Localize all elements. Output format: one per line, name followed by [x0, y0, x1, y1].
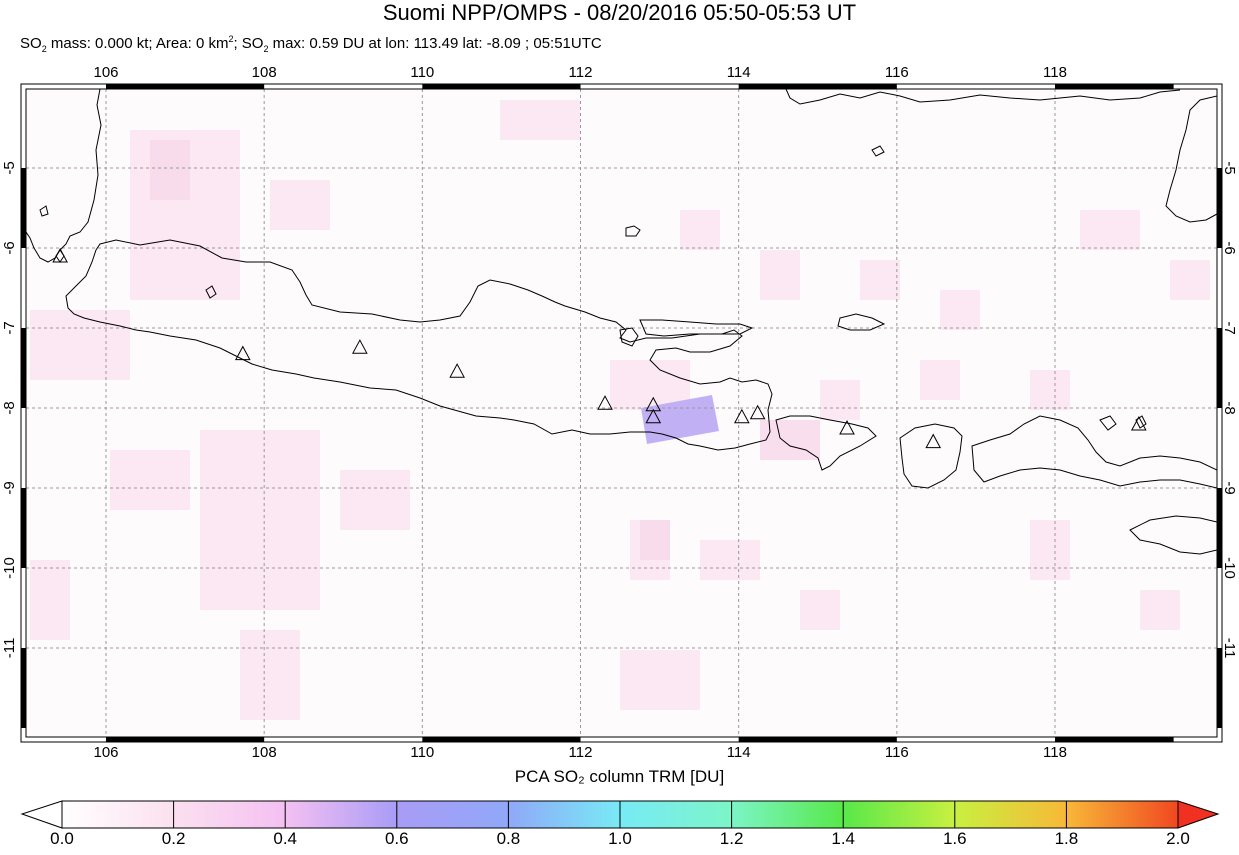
map-frame-bars — [20, 83, 1223, 743]
lat-label-right: -10 — [1221, 557, 1238, 579]
lon-label-top: 108 — [252, 64, 277, 81]
frame-bar-bottom — [106, 737, 265, 742]
frame-bar-top — [738, 84, 897, 89]
lon-label-bottom: 116 — [885, 744, 909, 761]
lon-label-top: 118 — [1043, 64, 1067, 81]
volcano-marker — [1130, 415, 1147, 431]
lon-label-top: 106 — [93, 64, 118, 81]
grid-lines — [26, 89, 1217, 737]
lon-label-top: 116 — [885, 64, 909, 81]
frame-bar-left — [21, 488, 26, 568]
lon-label-bottom: 114 — [727, 744, 751, 761]
frame-bar-left — [21, 328, 26, 408]
lat-label-right: -11 — [1221, 638, 1238, 659]
lon-labels-bottom: 106 108 110 112 114 116 118 — [93, 744, 1066, 761]
lat-labels-right: -5 -6 -7 -8 -9 -10 -11 — [1221, 161, 1238, 658]
colorbar-label: 1.2 — [719, 829, 744, 848]
volcano-markers — [52, 247, 1147, 449]
lat-label-left: -5 — [1, 161, 18, 174]
volcano-marker — [925, 433, 942, 449]
volcano-marker — [449, 363, 465, 378]
colorbar-title: PCA SO₂ column TRM [DU] — [514, 767, 725, 786]
frame-bar-bottom — [1055, 737, 1174, 742]
map-subtitle: SO2 mass: 0.000 kt; Area: 0 km2; SO2 max… — [20, 34, 602, 54]
lat-label-right: -6 — [1221, 241, 1238, 254]
colorbar-label: 0.2 — [161, 829, 186, 848]
lat-label-left: -7 — [1, 321, 18, 334]
colorbar-label: 1.0 — [608, 829, 632, 848]
lon-label-top: 114 — [727, 64, 751, 81]
frame-bar-top — [106, 84, 265, 89]
so2-max-pixel — [641, 395, 719, 444]
colorbar-label: 2.0 — [1166, 829, 1190, 848]
lon-label-top: 112 — [569, 64, 593, 81]
frame-bar-right — [1217, 168, 1222, 248]
lat-label-left: -11 — [1, 638, 18, 659]
lat-label-left: -6 — [1, 241, 18, 254]
lon-labels-top: 106 108 110 112 114 116 118 — [93, 64, 1066, 81]
lon-label-bottom: 106 — [93, 744, 118, 761]
colorbar-max-arrow — [1177, 800, 1220, 829]
frame-bar-right — [1217, 328, 1222, 408]
volcano-marker — [645, 408, 662, 424]
map-frame — [25, 88, 1218, 738]
colorbar-label: 1.6 — [942, 829, 967, 848]
volcano-marker — [234, 345, 251, 361]
lat-label-left: -9 — [1, 481, 18, 494]
frame-bar-left — [21, 648, 26, 728]
frame-bar-right — [1217, 488, 1222, 568]
frame-bar-bottom — [422, 737, 581, 742]
colorbar-label: 0.8 — [496, 829, 521, 848]
lat-label-left: -10 — [1, 557, 18, 579]
lat-label-right: -8 — [1221, 401, 1238, 414]
colorbar-label: 0.6 — [384, 829, 409, 848]
lat-label-left: -8 — [1, 401, 18, 414]
colorbar — [20, 800, 1220, 829]
lon-label-bottom: 112 — [569, 744, 593, 761]
volcano-marker — [597, 395, 613, 410]
colorbar-ticks — [173, 801, 1067, 828]
frame-bar-left — [21, 168, 26, 248]
volcano-marker — [352, 339, 368, 354]
lat-label-right: -5 — [1221, 161, 1238, 174]
lon-label-bottom: 108 — [252, 744, 277, 761]
lon-label-bottom: 118 — [1043, 744, 1067, 761]
volcano-marker — [52, 247, 68, 263]
volcano-marker — [839, 419, 855, 435]
colorbar-label: 0.4 — [273, 829, 297, 848]
lat-label-right: -9 — [1221, 481, 1238, 494]
frame-bar-top — [1055, 84, 1174, 89]
lat-label-right: -7 — [1221, 321, 1238, 334]
volcano-marker — [749, 404, 766, 420]
colorbar-min-arrow — [20, 800, 63, 829]
colorbar-label: 0.0 — [50, 829, 74, 848]
frame-outer — [20, 83, 1223, 743]
frame-bar-right — [1217, 648, 1222, 728]
so2-pixel-layer — [26, 89, 1217, 737]
map-title: Suomi NPP/OMPS - 08/20/2016 05:50-05:53 … — [382, 0, 857, 25]
lat-labels-left: -5 -6 -7 -8 -9 -10 -11 — [1, 161, 18, 658]
colorbar-label: 1.8 — [1054, 829, 1079, 848]
frame-bar-bottom — [738, 737, 897, 742]
colorbar-label: 1.4 — [831, 829, 855, 848]
volcano-marker — [733, 408, 750, 424]
frame-bar-top — [422, 84, 581, 89]
lon-label-top: 110 — [410, 64, 434, 81]
coastlines — [26, 89, 1217, 555]
lon-label-bottom: 110 — [410, 744, 434, 761]
